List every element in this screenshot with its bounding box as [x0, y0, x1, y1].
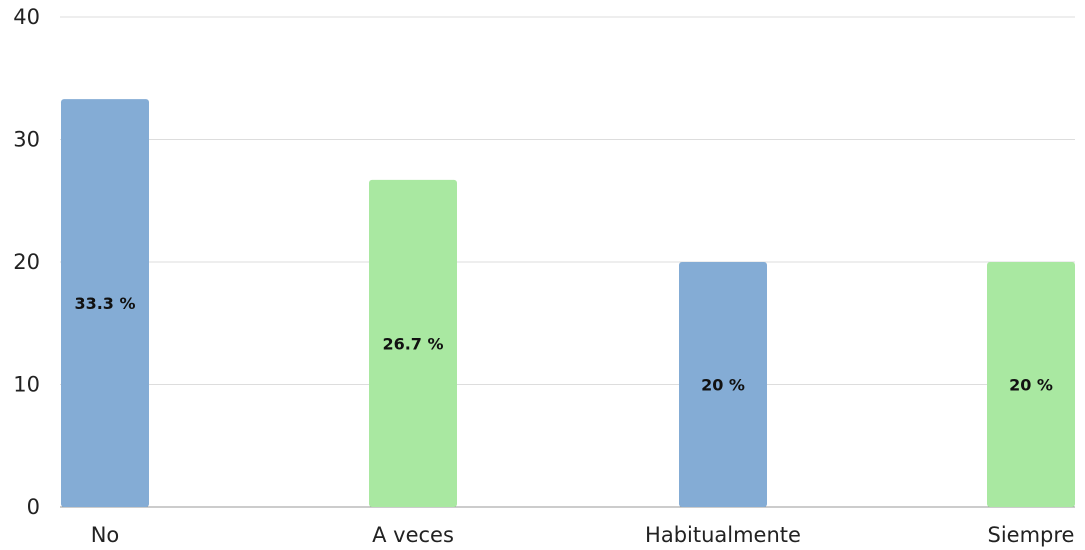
- x-axis-category-labels: No A veces Habitualmente Siempre: [91, 523, 1075, 547]
- gridlines: [60, 16, 1075, 508]
- bar-habitualmente: [679, 262, 767, 507]
- y-tick-label: 20: [13, 250, 40, 274]
- data-label: 33.3 %: [74, 294, 135, 313]
- y-tick-label: 10: [13, 373, 40, 397]
- data-label: 20 %: [701, 376, 745, 395]
- data-label: 26.7 %: [382, 334, 443, 353]
- category-label: Siempre: [988, 523, 1075, 547]
- y-axis-tick-labels: 0 10 20 30 40: [13, 5, 40, 519]
- bars: [61, 99, 1075, 508]
- bar-a-veces: [369, 179, 457, 508]
- bar-no: [61, 99, 149, 507]
- data-labels: 33.3 % 26.7 % 20 % 20 %: [74, 294, 1052, 394]
- y-tick-label: 30: [13, 128, 40, 152]
- y-tick-label: 0: [27, 495, 40, 519]
- category-label: Habitualmente: [645, 523, 801, 547]
- data-label: 20 %: [1009, 376, 1053, 395]
- bar-siempre: [987, 262, 1075, 507]
- category-label: No: [91, 523, 120, 547]
- category-label: A veces: [372, 523, 454, 547]
- y-tick-label: 40: [13, 5, 40, 29]
